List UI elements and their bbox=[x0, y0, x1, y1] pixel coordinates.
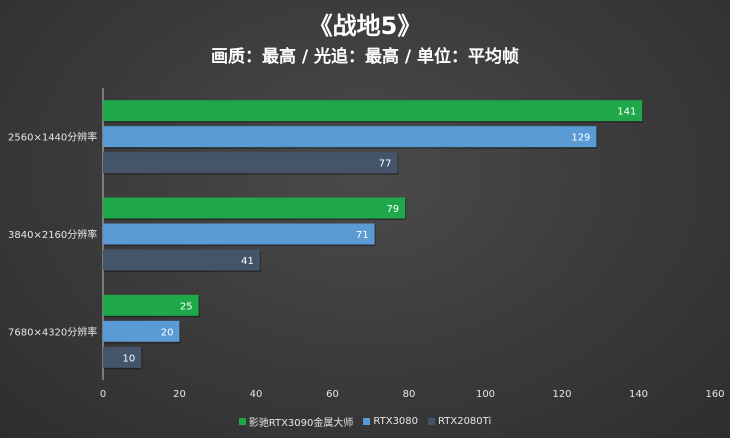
x-tick-label: 140 bbox=[629, 389, 648, 400]
category-label: 3840×2160分辨率 bbox=[8, 228, 97, 241]
bar-value-label: 41 bbox=[241, 256, 254, 267]
bar bbox=[103, 223, 375, 245]
legend-label: RTX3080 bbox=[373, 416, 419, 427]
bar bbox=[103, 197, 406, 219]
legend-swatch bbox=[363, 418, 371, 425]
bar bbox=[103, 294, 199, 316]
bar bbox=[103, 100, 643, 122]
bar bbox=[103, 126, 597, 148]
legend-swatch bbox=[238, 418, 246, 425]
legend-item: RTX2080Ti bbox=[428, 414, 491, 429]
legend: 影驰RTX3090金属大师 RTX3080 RTX2080Ti bbox=[0, 414, 730, 429]
x-tick-label: 0 bbox=[100, 389, 106, 400]
x-tick-label: 160 bbox=[705, 389, 724, 400]
bar-value-label: 79 bbox=[386, 204, 399, 215]
bar-value-label: 10 bbox=[123, 353, 136, 364]
x-tick-label: 40 bbox=[250, 389, 263, 400]
bar-value-label: 20 bbox=[161, 327, 174, 338]
legend-label: RTX2080Ti bbox=[438, 416, 492, 427]
bar-value-label: 129 bbox=[571, 133, 590, 144]
x-tick-label: 80 bbox=[403, 389, 416, 400]
bar bbox=[103, 346, 142, 368]
legend-swatch bbox=[428, 418, 436, 425]
x-tick-label: 100 bbox=[476, 389, 495, 400]
category-label: 7680×4320分辨率 bbox=[8, 325, 97, 338]
chart-title: 《战地5》 bbox=[308, 12, 422, 40]
bar bbox=[103, 320, 180, 342]
bar bbox=[103, 249, 260, 271]
bar-value-label: 77 bbox=[379, 159, 392, 170]
legend-item: 影驰RTX3090金属大师 bbox=[238, 414, 354, 429]
x-tick-label: 20 bbox=[173, 389, 186, 400]
x-tick-label: 60 bbox=[326, 389, 339, 400]
legend-label: 影驰RTX3090金属大师 bbox=[248, 418, 354, 429]
bar-value-label: 71 bbox=[356, 230, 369, 241]
x-tick-label: 120 bbox=[552, 389, 571, 400]
bar-value-label: 25 bbox=[180, 301, 193, 312]
legend-item: RTX3080 bbox=[363, 414, 418, 429]
bar bbox=[103, 152, 398, 174]
category-label: 2560×1440分辨率 bbox=[8, 131, 97, 144]
bar-value-label: 141 bbox=[617, 107, 636, 118]
chart-subtitle: 画质：最高 / 光追：最高 / 单位：平均帧 bbox=[210, 47, 520, 67]
